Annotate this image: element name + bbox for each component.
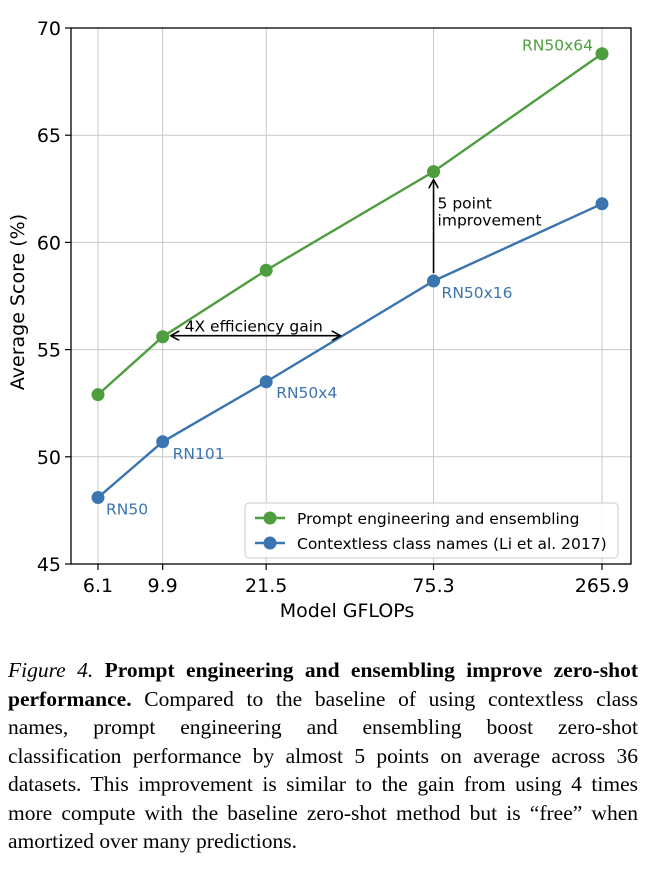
y-axis-title: Average Score (%) (7, 214, 29, 390)
point-label: RN50 (106, 501, 148, 519)
line-chart: RN50x64 RN50 RN101 RN50x4 RN50x16 4X efficie… (7, 18, 632, 622)
chart-container: RN50x64 RN50 RN101 RN50x4 RN50x16 4X efficie… (7, 18, 632, 622)
data-point (156, 330, 170, 344)
x-axis-title: Model GFLOPs (280, 600, 415, 622)
axes: 45 50 55 60 65 70 6.1 9.9 21.5 75.3 265.9 Model GFL… (7, 18, 632, 622)
legend: Prompt engineering and ensembling Context… (244, 502, 619, 559)
x-tick-label: 21.5 (245, 575, 287, 597)
y-tick-label: 50 (37, 447, 61, 469)
x-tick-label: 9.9 (148, 575, 178, 597)
improvement-annotation: 5 point (438, 195, 492, 213)
data-point (91, 388, 105, 402)
data-point (427, 274, 441, 288)
legend-entry: Contextless class names (Li et al. 2017) (297, 535, 607, 553)
y-tick-label: 45 (37, 554, 61, 576)
y-tick-label: 65 (37, 125, 61, 147)
plot-frame (70, 27, 632, 565)
x-tick-label: 6.1 (83, 575, 113, 597)
data-point (595, 47, 609, 61)
caption-label: Figure 4. (8, 658, 94, 682)
legend-box (244, 502, 619, 559)
figure-caption: Figure 4. Prompt engineering and ensembl… (8, 656, 638, 856)
legend-marker (263, 536, 277, 550)
y-tick-label: 70 (37, 18, 61, 40)
legend-entry: Prompt engineering and ensembling (297, 510, 579, 528)
point-label: RN50x16 (442, 284, 513, 302)
improvement-annotation: improvement (438, 212, 542, 230)
point-label: RN101 (173, 445, 225, 463)
data-point (91, 491, 105, 505)
y-tick-label: 60 (37, 232, 61, 254)
efficiency-annotation: 4X efficiency gain (185, 318, 323, 336)
point-label: RN50x4 (276, 384, 337, 402)
grid-lines (71, 27, 631, 565)
caption-body: Compared to the baseline of using contex… (8, 686, 638, 854)
y-tick-label: 55 (37, 340, 61, 362)
legend-marker (263, 511, 277, 525)
data-point (595, 197, 609, 211)
caption-heading: Prompt engineering and ensembling improv… (8, 658, 639, 711)
data-point (259, 263, 273, 277)
series-layer: RN50x64 RN50 RN101 RN50x4 RN50x16 (91, 37, 609, 519)
x-tick-label: 265.9 (575, 575, 629, 597)
point-label: RN50x64 (522, 37, 593, 55)
data-point (259, 375, 273, 389)
x-tick-label: 75.3 (412, 575, 454, 597)
data-point (427, 165, 441, 179)
data-point (156, 435, 170, 449)
